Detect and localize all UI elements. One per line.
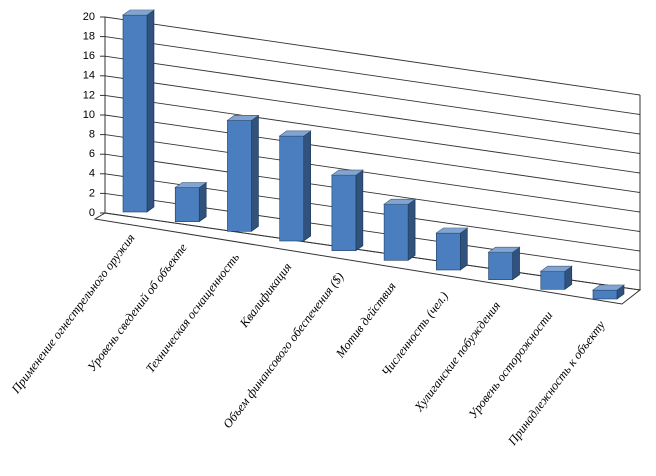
bar-top-light [436,228,468,233]
bar [539,265,573,290]
x-tick-label: Квалификация [236,260,294,331]
bar-front [592,289,618,300]
y-tick-label: 8 [89,129,95,141]
bar-side-shade [355,170,363,251]
bar-front [227,120,252,232]
bar-side-shade [199,182,207,222]
bar-side-shade [564,266,572,290]
y-tick-label: 18 [83,31,95,43]
bar [435,227,469,271]
y-tick-label: 16 [83,50,95,62]
grid-line [104,114,641,193]
y-tick-label: 14 [83,70,95,82]
bar-front [122,14,148,213]
bar-side-shade [617,285,624,299]
bar-top [278,130,312,137]
bar-top [487,246,521,253]
bar-top [226,115,260,121]
bar-top [330,169,364,176]
bar-top [539,265,573,272]
x-tick-label: Принадлежность к объекту [505,318,608,449]
grid-line [104,94,641,174]
grid-line [104,134,641,213]
bar-side-shade [303,130,311,241]
bar-side-shade [408,199,416,261]
bar-top [592,284,625,291]
y-tick-label: 2 [89,187,95,199]
bar-side-shade [251,115,259,232]
x-tick-label: Численность (чел.) [379,289,451,379]
bar-side-shade [147,10,154,212]
bar-front [436,232,461,271]
bar-top [383,198,417,205]
y-tick-label: 10 [83,109,95,121]
bar-top [174,182,208,188]
y-tick-label: 20 [83,11,95,23]
grid-line [104,75,641,154]
bar-top-light [279,130,311,136]
bar-top-light [123,10,154,15]
bar-front [383,203,409,261]
bar [122,9,155,213]
bar-front [488,251,513,280]
bar [487,246,521,281]
bar [383,198,417,261]
bar-top-light [540,266,572,272]
bar-front [331,174,357,251]
y-tick-label: 12 [83,89,95,101]
y-tick-label: 4 [89,168,95,180]
bar-top-light [175,182,207,188]
bar [226,114,260,232]
bar [278,130,312,242]
x-tick-label: Мотив действия [332,279,398,361]
bar [174,181,208,223]
bar-top-light [488,247,520,253]
bar [592,284,625,300]
grid-line [104,153,641,232]
x-tick-label: Уровень сведений об объекте [85,240,191,374]
bar-front [540,270,566,290]
bar-top-light [593,285,624,291]
x-tick-label: Применение огнестрельного оружия [8,231,138,397]
bar-top [435,227,469,234]
grid-line [104,55,641,135]
bar-side-shade [512,247,520,280]
y-tick-label: 6 [89,148,95,160]
y-tick-label: 0 [89,207,95,219]
bar-side-shade [460,228,468,270]
bar-top [122,9,155,16]
bar-top-light [384,199,416,205]
bar [330,169,364,252]
grid-line [104,36,641,115]
grid-line [104,16,641,96]
bar-top-light [331,170,363,176]
x-tick-label: Объем финансового обеспечения ($) [220,270,346,431]
bar-top-light [227,115,259,121]
bar-front [279,135,304,242]
bar-front [174,187,200,222]
